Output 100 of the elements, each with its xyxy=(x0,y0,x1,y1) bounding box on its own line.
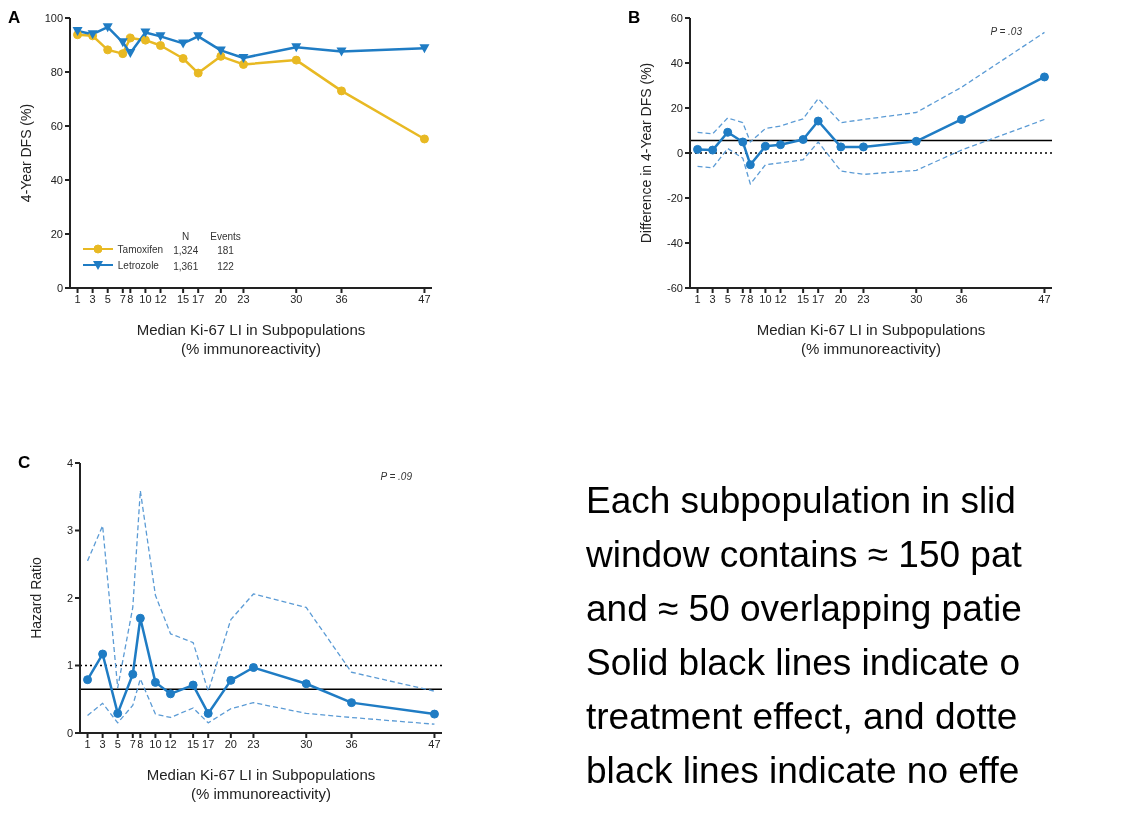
y-tick-label: 60 xyxy=(670,11,683,24)
y-tick-label: 4 xyxy=(66,456,73,469)
y-tick-label: 0 xyxy=(66,726,73,739)
y-axis-title: Hazard Ratio xyxy=(28,557,44,639)
x-tick-label: 47 xyxy=(418,292,431,305)
point xyxy=(798,135,808,144)
point xyxy=(708,145,718,155)
x-tick-label: 17 xyxy=(192,292,205,305)
point xyxy=(347,698,356,708)
annotation: 1,324 xyxy=(172,243,200,258)
x-tick-label: 15 xyxy=(797,292,810,305)
x-tick-label: 5 xyxy=(114,737,121,750)
annotation: 181 xyxy=(216,243,235,258)
point xyxy=(911,136,921,146)
y-tick-label: 1 xyxy=(66,659,73,672)
x-tick-label: 23 xyxy=(237,292,250,305)
point xyxy=(215,46,226,56)
point xyxy=(337,86,346,96)
point xyxy=(238,53,249,63)
point xyxy=(693,144,703,154)
text: and ≈ 50 overlapping patie xyxy=(586,587,1022,631)
point xyxy=(193,68,203,78)
line-series xyxy=(86,678,436,725)
y-tick-label: 0 xyxy=(676,146,683,159)
x-axis-title: Median Ki-67 LI in Subpopulations (% immunoreactivity) xyxy=(755,320,987,358)
x-tick-label: 17 xyxy=(812,292,825,305)
x-tick-label: 8 xyxy=(137,737,144,750)
y-tick-label: 40 xyxy=(50,173,63,186)
x-tick-label: 15 xyxy=(187,737,200,750)
point xyxy=(429,709,439,719)
y-tick-label: -20 xyxy=(667,191,683,204)
x-tick-label: 30 xyxy=(300,737,313,750)
x-tick-label: 20 xyxy=(224,737,237,750)
point xyxy=(125,49,136,59)
point xyxy=(166,689,175,699)
text: Each subpopulation in slid xyxy=(586,479,1017,523)
point xyxy=(150,677,160,687)
point xyxy=(203,708,213,718)
point xyxy=(113,708,123,718)
point xyxy=(301,679,311,689)
annotation: N xyxy=(181,231,191,242)
point xyxy=(72,26,83,36)
y-tick-label: 3 xyxy=(66,524,73,537)
text: treatment effect, and dotte xyxy=(586,695,1019,739)
x-tick-label: 5 xyxy=(104,292,111,305)
line-series xyxy=(696,118,1046,185)
annotation: 122 xyxy=(216,259,235,274)
y-tick-label: 2 xyxy=(66,591,73,604)
y-tick-label: -60 xyxy=(667,281,683,294)
x-tick-label: 8 xyxy=(127,292,134,305)
y-tick-label: 80 xyxy=(50,65,63,78)
point xyxy=(776,140,785,150)
line-series xyxy=(86,490,436,692)
x-tick-label: 7 xyxy=(119,292,126,305)
annotation: P = .09 xyxy=(380,471,412,482)
point xyxy=(125,33,135,43)
x-axis-title: Median Ki-67 LI in Subpopulations (% immunoreactivity) xyxy=(135,320,367,358)
point xyxy=(118,49,128,59)
y-tick-label: 60 xyxy=(50,119,63,132)
point xyxy=(178,54,188,63)
x-tick-label: 10 xyxy=(149,737,162,750)
y-axis-title: 4-Year DFS (%) xyxy=(18,103,34,203)
x-tick-label: 12 xyxy=(774,292,787,305)
point xyxy=(117,38,128,48)
chart-title: A xyxy=(8,8,21,28)
point xyxy=(135,613,145,623)
x-axis-title: Median Ki-67 LI in Subpopulations (% immunoreactivity) xyxy=(145,765,377,803)
point xyxy=(140,35,150,45)
point xyxy=(226,675,236,685)
x-tick-label: 47 xyxy=(1038,292,1051,305)
x-tick-label: 20 xyxy=(214,292,227,305)
x-tick-label: 36 xyxy=(335,292,348,305)
point xyxy=(155,32,166,42)
annotation: Events xyxy=(209,231,242,242)
point xyxy=(336,47,347,57)
x-tick-label: 5 xyxy=(724,292,731,305)
point xyxy=(156,41,165,51)
x-tick-label: 17 xyxy=(202,737,215,750)
x-tick-label: 12 xyxy=(154,292,167,305)
x-tick-label: 10 xyxy=(139,292,152,305)
chart-title: B xyxy=(628,8,641,28)
y-tick-label: -40 xyxy=(667,236,683,249)
x-tick-label: 12 xyxy=(164,737,177,750)
x-tick-label: 1 xyxy=(84,737,91,750)
point xyxy=(238,59,248,69)
y-tick-label: 0 xyxy=(56,281,63,294)
x-tick-label: 20 xyxy=(834,292,847,305)
point xyxy=(419,134,429,144)
point xyxy=(291,43,302,53)
y-tick-label: 20 xyxy=(50,227,63,240)
point xyxy=(745,160,755,170)
x-tick-label: 36 xyxy=(345,737,358,750)
y-tick-label: 20 xyxy=(670,101,683,114)
point xyxy=(248,663,258,673)
x-tick-label: 10 xyxy=(759,292,772,305)
annotation: 1,361 xyxy=(172,259,200,274)
point xyxy=(813,116,823,126)
point xyxy=(738,137,748,147)
text: window contains ≈ 150 pat xyxy=(586,533,1022,577)
point xyxy=(83,675,93,685)
